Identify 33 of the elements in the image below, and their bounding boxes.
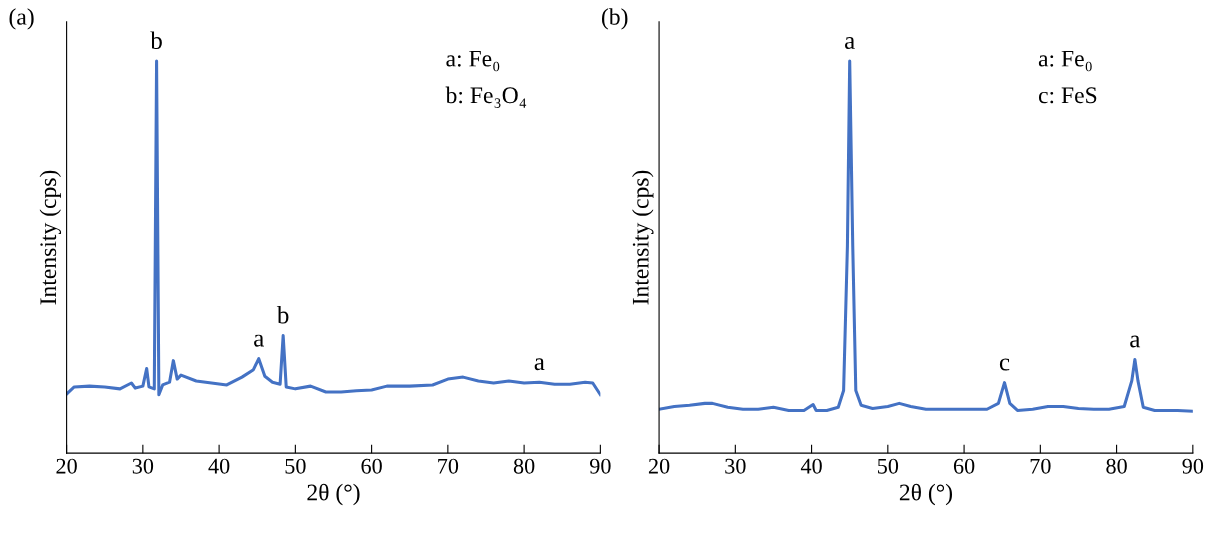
x-tick-label: 30 (132, 458, 154, 474)
annotation: a (845, 37, 855, 50)
x-tick-label: 60 (361, 458, 382, 474)
x-tick-label: 40 (208, 458, 230, 474)
annotation: a (1130, 335, 1141, 348)
annotation: b: Fe₃O₄ (445, 86, 527, 108)
x-tick-label: 80 (513, 458, 535, 474)
x-tick-label: 20 (56, 458, 77, 474)
x-axis-title: 2θ (°) (307, 483, 360, 506)
x-tick-label: 60 (953, 458, 975, 474)
x-tick-label: 90 (1182, 458, 1204, 474)
annotation: a (254, 334, 264, 347)
x-tick-label: 20 (648, 458, 670, 474)
x-tick-label: 50 (878, 458, 899, 474)
x-tick-label: 50 (285, 458, 306, 474)
chart-title: (a) (9, 8, 34, 30)
chart-title: (b) (601, 8, 628, 30)
x-tick-label: 70 (1030, 458, 1051, 474)
x-tick-label: 40 (800, 458, 822, 474)
annotation: a: Fe₀ (446, 50, 500, 72)
annotation: b (150, 31, 162, 50)
x-tick-label: 90 (589, 458, 611, 474)
annotation: c (999, 358, 1010, 371)
y-axis-title: Intensity (cps) (39, 170, 62, 305)
x-tick-label: 80 (1106, 458, 1127, 474)
annotation: c: FeS (1038, 87, 1097, 104)
x-tick-label: 70 (438, 458, 459, 474)
x-axis-title: 2θ (°) (899, 483, 953, 506)
annotation: a: Fe₀ (1038, 50, 1092, 72)
annotation: b (276, 305, 289, 324)
x-tick-label: 30 (725, 458, 746, 474)
y-axis-title: Intensity (cps) (632, 170, 654, 305)
annotation: a (534, 358, 545, 371)
